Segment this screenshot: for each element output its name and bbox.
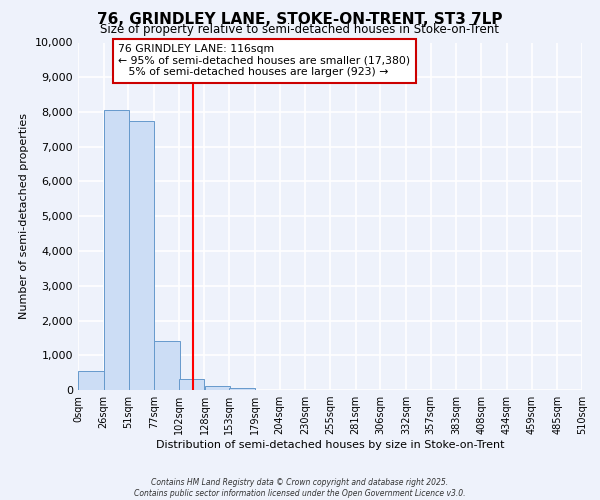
Text: 76 GRINDLEY LANE: 116sqm
← 95% of semi-detached houses are smaller (17,380)
   5: 76 GRINDLEY LANE: 116sqm ← 95% of semi-d… xyxy=(118,44,410,78)
X-axis label: Distribution of semi-detached houses by size in Stoke-on-Trent: Distribution of semi-detached houses by … xyxy=(156,440,504,450)
Bar xyxy=(154,340,179,390)
Y-axis label: Number of semi-detached properties: Number of semi-detached properties xyxy=(19,114,29,320)
Text: Size of property relative to semi-detached houses in Stoke-on-Trent: Size of property relative to semi-detach… xyxy=(101,22,499,36)
Bar xyxy=(78,371,104,390)
Bar xyxy=(179,378,205,390)
Bar xyxy=(128,120,154,390)
Bar xyxy=(104,110,129,390)
Bar xyxy=(205,386,230,390)
Text: 76, GRINDLEY LANE, STOKE-ON-TRENT, ST3 7LP: 76, GRINDLEY LANE, STOKE-ON-TRENT, ST3 7… xyxy=(97,12,503,28)
Bar xyxy=(229,388,255,390)
Text: Contains HM Land Registry data © Crown copyright and database right 2025.
Contai: Contains HM Land Registry data © Crown c… xyxy=(134,478,466,498)
